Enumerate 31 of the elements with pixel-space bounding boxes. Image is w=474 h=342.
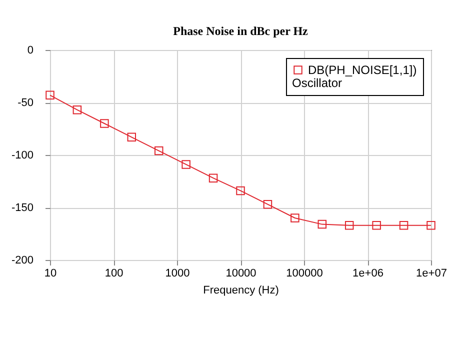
x-axis-title: Frequency (Hz) — [203, 284, 279, 296]
chart-title: Phase Noise in dBc per Hz — [173, 24, 309, 38]
point — [154, 146, 164, 156]
x-tick-label: 1e+06 — [352, 268, 384, 280]
legend-label: DB(PH_NOISE[1,1]) — [308, 63, 417, 77]
point — [344, 220, 354, 230]
point — [208, 174, 218, 182]
point — [263, 200, 272, 209]
legend-title: Oscillator — [292, 76, 342, 90]
y-tick-label: -50 — [18, 97, 34, 109]
point — [100, 119, 109, 128]
point — [290, 214, 300, 222]
point — [72, 105, 82, 114]
y-tick-label: -200 — [11, 254, 34, 266]
point — [127, 132, 136, 142]
x-tick-label: 1000 — [165, 268, 190, 280]
point — [426, 220, 436, 230]
x-tick-label: 100000 — [286, 268, 323, 280]
y-tick-label: -100 — [11, 150, 34, 162]
x-tick-label: 100 — [104, 268, 124, 280]
point — [318, 220, 327, 229]
y-tick-label: -150 — [11, 202, 34, 214]
point — [236, 186, 245, 196]
point — [182, 160, 190, 169]
point — [399, 220, 408, 230]
point — [46, 90, 54, 100]
x-tick-label: 10000 — [226, 268, 256, 280]
x-tick-label: 1e+07 — [416, 268, 447, 280]
x-tick-label: 10 — [44, 268, 57, 280]
point — [372, 220, 381, 230]
y-tick-label: 0 — [27, 44, 34, 56]
